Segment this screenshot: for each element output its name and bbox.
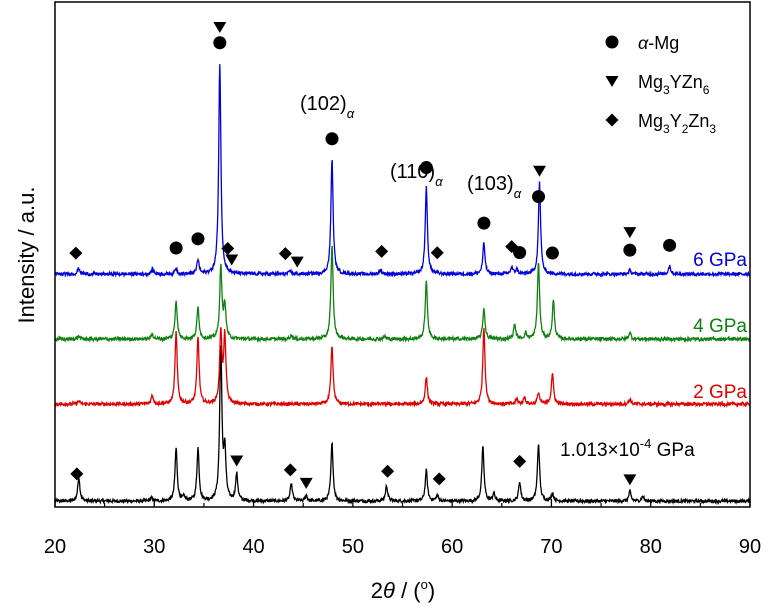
triangle-marker-12 [213, 22, 227, 33]
peak-annotation-2: (103)α [467, 173, 522, 201]
series-line-1 [54, 327, 750, 409]
legend-label-1: Mg3YZn6 [638, 72, 710, 97]
x-tick-label: 90 [739, 536, 761, 558]
series-label-1: 2 GPa [693, 382, 747, 403]
triangle-marker-7 [623, 474, 637, 486]
x-axis-title-close: ) [428, 578, 435, 603]
diamond-marker-6 [513, 454, 527, 468]
diamond-marker-legend-2 [605, 113, 619, 127]
x-tick-label: 60 [441, 536, 463, 558]
x-tick-label: 40 [242, 536, 264, 558]
peak-annotation-0: (102)α [300, 93, 355, 121]
x-tick-label: 50 [342, 536, 364, 558]
peak-annotation-1: (110)α [390, 161, 443, 189]
series-label-0: 1.013×10-4 GPa [560, 436, 695, 461]
triangle-marker-14 [225, 254, 239, 266]
triangle-marker-3 [299, 477, 313, 489]
triangle-marker-16 [290, 256, 304, 268]
series-line-0 [54, 345, 751, 506]
x-axis-title-rest: / ( [395, 578, 421, 603]
circle-marker-9 [169, 241, 183, 255]
x-axis-ticks: 20 30 40 50 60 70 80 90 [44, 499, 761, 558]
diamond-marker-0 [70, 467, 84, 481]
legend: α-Mg Mg3YZn6 Mg3Y2Zn3 [605, 33, 716, 136]
circle-marker-29 [663, 238, 677, 252]
series-traces [54, 64, 751, 506]
x-tick-label: 20 [44, 536, 66, 558]
circle-marker-24 [532, 190, 546, 204]
triangle-marker-legend-1 [605, 76, 619, 87]
circle-marker-19 [419, 161, 433, 175]
diamond-marker-4 [381, 464, 395, 478]
diamond-marker-5 [432, 472, 446, 486]
circle-marker-legend-0 [605, 35, 619, 49]
diamond-marker-2 [283, 463, 297, 477]
x-tick-label: 30 [143, 536, 165, 558]
circle-marker-10 [191, 232, 205, 246]
x-axis-title: 2θ / (o) [371, 577, 435, 603]
legend-label-2: Mg3Y2Zn3 [638, 111, 716, 136]
x-tick-label: 70 [540, 536, 562, 558]
x-axis-title-theta: θ [383, 578, 395, 603]
series-line-2 [54, 245, 751, 344]
circle-marker-26 [545, 246, 559, 260]
series-line-3 [54, 64, 750, 279]
diamond-marker-13 [221, 242, 235, 256]
circle-marker-23 [513, 246, 527, 260]
circle-marker-17 [325, 132, 339, 146]
x-tick-label: 80 [640, 536, 662, 558]
series-label-3: 6 GPa [693, 250, 747, 271]
triangle-marker-25 [533, 165, 547, 177]
circle-marker-27 [623, 243, 637, 257]
y-axis-title: Intensity / a.u. [14, 187, 39, 324]
diamond-marker-15 [278, 247, 292, 261]
triangle-marker-28 [623, 227, 637, 239]
circle-marker-21 [477, 216, 491, 230]
circle-marker-11 [213, 36, 227, 50]
legend-label-0: α-Mg [638, 33, 679, 53]
diamond-marker-8 [69, 246, 83, 260]
x-axis-title-main: 2 [371, 578, 383, 603]
x-axis-title-degree: o [421, 577, 428, 592]
triangle-marker-1 [230, 455, 244, 467]
peak-annotations: (102)α (110)α (103)α [300, 93, 522, 201]
series-labels: 1.013×10-4 GPa 2 GPa 4 GPa 6 GPa [560, 250, 747, 461]
diamond-marker-20 [430, 246, 444, 260]
phase-markers [69, 22, 677, 489]
diamond-marker-18 [375, 244, 389, 258]
series-label-2: 4 GPa [693, 316, 747, 337]
